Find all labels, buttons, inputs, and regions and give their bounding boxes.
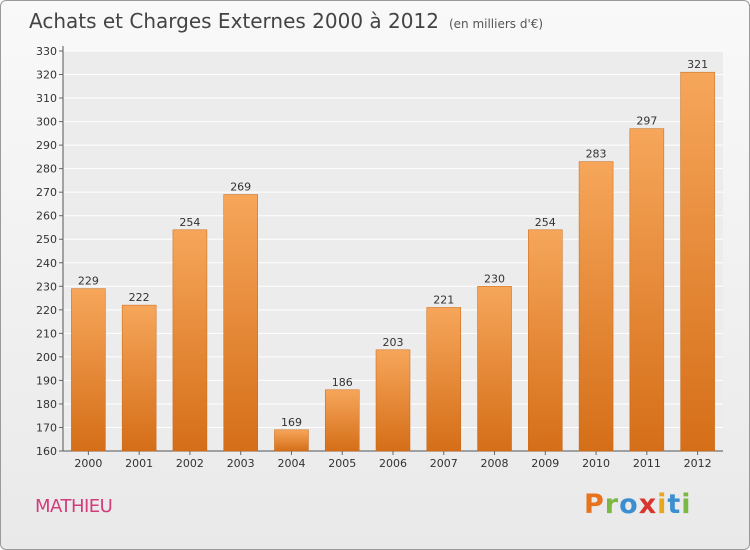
bar	[528, 229, 563, 452]
y-tick-label: 180	[36, 398, 57, 411]
y-tick-label: 260	[36, 210, 57, 223]
chart-title: Achats et Charges Externes 2000 à 2012 (e…	[29, 9, 543, 33]
x-tick-label: 2002	[176, 457, 204, 470]
y-tick-label: 250	[36, 233, 57, 246]
y-tick-label: 270	[36, 186, 57, 199]
x-tick-label: 2007	[430, 457, 458, 470]
data-label: 186	[332, 376, 353, 389]
y-tick-label: 280	[36, 163, 57, 176]
bar	[324, 389, 360, 452]
data-label: 254	[179, 216, 200, 229]
y-tick-label: 220	[36, 304, 57, 317]
x-tick-label: 2000	[74, 457, 102, 470]
x-tick-label: 2003	[227, 457, 255, 470]
bar	[172, 229, 208, 452]
y-tick-label: 200	[36, 351, 57, 364]
data-label: 203	[383, 336, 404, 349]
bar	[375, 349, 411, 452]
bar	[121, 304, 157, 452]
title-text: Achats et Charges Externes 2000 à 2012	[29, 9, 439, 33]
y-tick-label: 160	[36, 445, 57, 458]
y-tick-label: 320	[36, 69, 57, 82]
y-tick-label: 290	[36, 139, 57, 152]
x-tick-label: 2001	[125, 457, 153, 470]
bar	[426, 307, 462, 452]
x-tick-label: 2010	[582, 457, 610, 470]
bar	[680, 71, 715, 452]
unit-label: (en milliers d'€)	[448, 17, 544, 31]
y-tick-label: 240	[36, 257, 57, 270]
data-label: 169	[281, 416, 302, 429]
data-label: 221	[433, 293, 454, 306]
bar	[71, 288, 106, 452]
y-tick-label: 210	[36, 327, 57, 340]
y-tick-label: 310	[36, 92, 57, 105]
x-tick-label: 2008	[481, 457, 509, 470]
bar	[274, 429, 309, 452]
y-tick-label: 170	[36, 421, 57, 434]
x-tick-label: 2006	[379, 457, 407, 470]
data-label: 269	[230, 181, 251, 194]
data-label: 321	[687, 58, 708, 71]
data-label: 230	[484, 272, 505, 285]
bar	[223, 194, 258, 452]
x-tick-label: 2011	[633, 457, 661, 470]
data-label: 229	[78, 275, 99, 288]
bar	[629, 128, 665, 452]
x-tick-label: 2009	[531, 457, 559, 470]
proxiti-logo: Proxiti	[584, 489, 692, 520]
bar	[578, 161, 614, 452]
bar	[477, 286, 512, 452]
data-label: 297	[636, 115, 657, 128]
y-tick-label: 300	[36, 116, 57, 129]
data-label: 254	[535, 216, 556, 229]
x-tick-label: 2004	[277, 457, 305, 470]
data-label: 222	[129, 291, 150, 304]
x-tick-label: 2012	[684, 457, 712, 470]
y-tick-label: 190	[36, 374, 57, 387]
data-label: 283	[586, 148, 607, 161]
y-tick-label: 230	[36, 280, 57, 293]
commune-name: MATHIEU	[35, 496, 113, 517]
x-tick-label: 2005	[328, 457, 356, 470]
y-tick-label: 330	[36, 45, 57, 58]
